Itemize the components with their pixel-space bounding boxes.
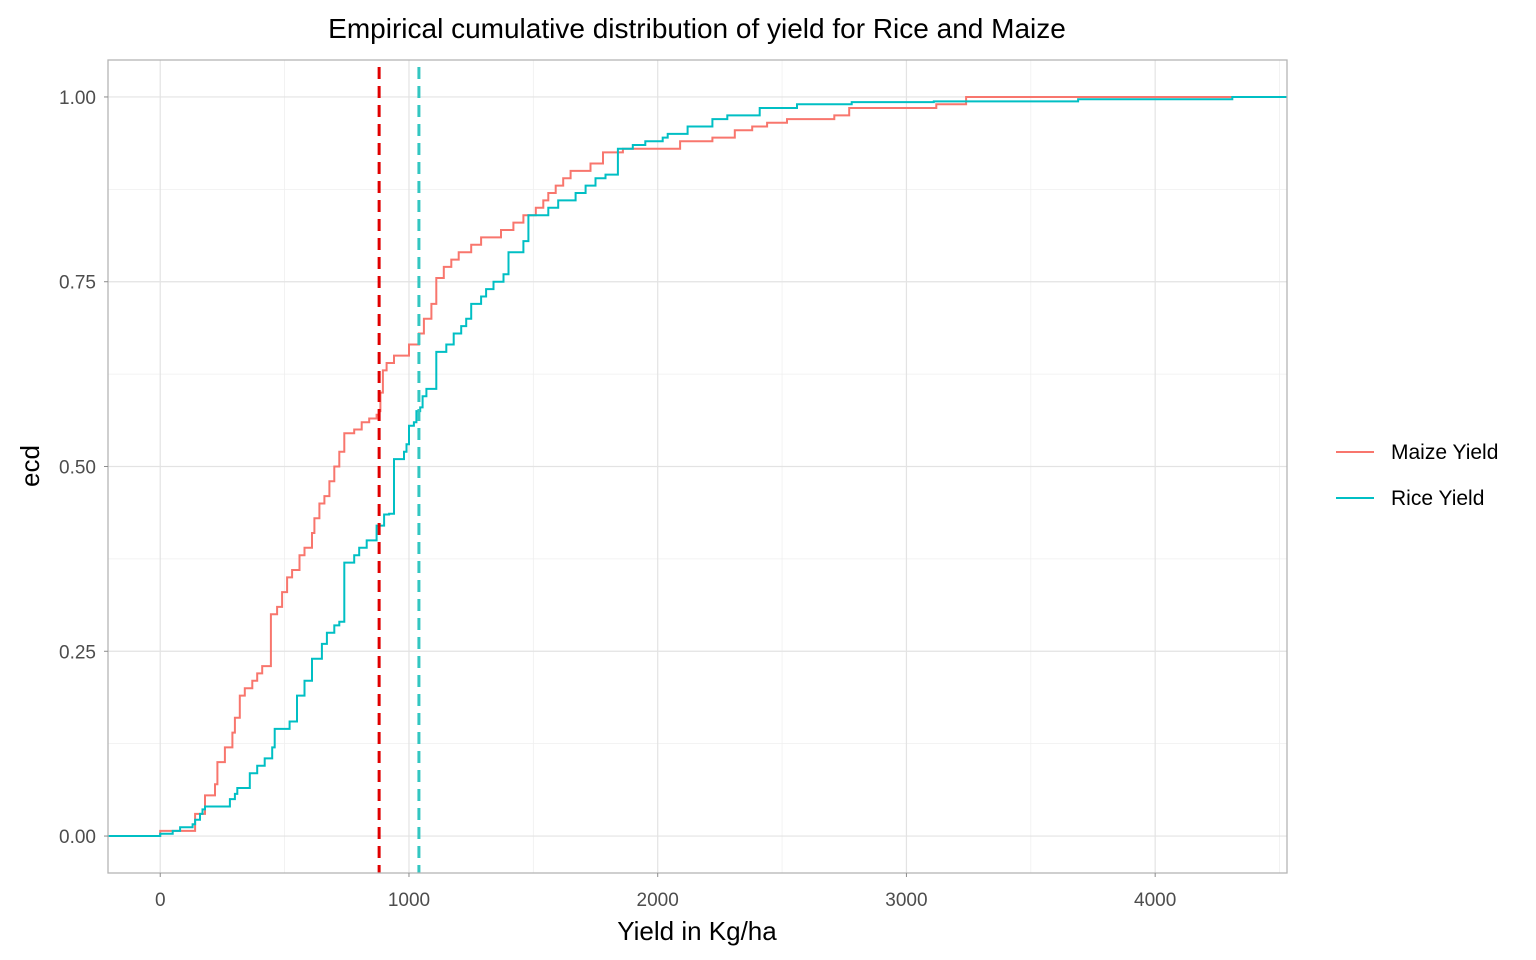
x-tick-label: 4000 xyxy=(1134,890,1176,911)
reference-lines xyxy=(377,67,421,873)
series-group xyxy=(108,96,1287,837)
ecdf-line-rice-yield xyxy=(108,96,1287,837)
x-tick-label: 2000 xyxy=(637,890,679,911)
chart-title: Empirical cumulative distribution of yie… xyxy=(328,13,1066,44)
legend: Maize Yield Rice Yield xyxy=(1336,441,1498,510)
x-axis-title: Yield in Kg/ha xyxy=(617,916,777,946)
x-tick-label: 0 xyxy=(155,890,166,911)
y-tick-label: 0.50 xyxy=(59,458,96,479)
x-axis-ticks: 0 1000 2000 3000 4000 xyxy=(155,873,1176,911)
y-tick-label: 0.75 xyxy=(59,273,96,294)
ecdf-line-maize-yield xyxy=(108,96,1235,837)
y-tick-label: 0.00 xyxy=(59,827,96,848)
y-tick-label: 0.25 xyxy=(59,642,96,663)
y-tick-label: 1.00 xyxy=(59,88,96,109)
grid xyxy=(108,60,1287,873)
legend-label: Maize Yield xyxy=(1391,441,1498,464)
x-tick-label: 3000 xyxy=(885,890,927,911)
y-axis-title: ecd xyxy=(15,445,45,487)
x-tick-label: 1000 xyxy=(388,890,430,911)
y-axis-ticks: 0.00 0.25 0.50 0.75 1.00 xyxy=(59,88,108,848)
legend-label: Rice Yield xyxy=(1391,487,1484,510)
